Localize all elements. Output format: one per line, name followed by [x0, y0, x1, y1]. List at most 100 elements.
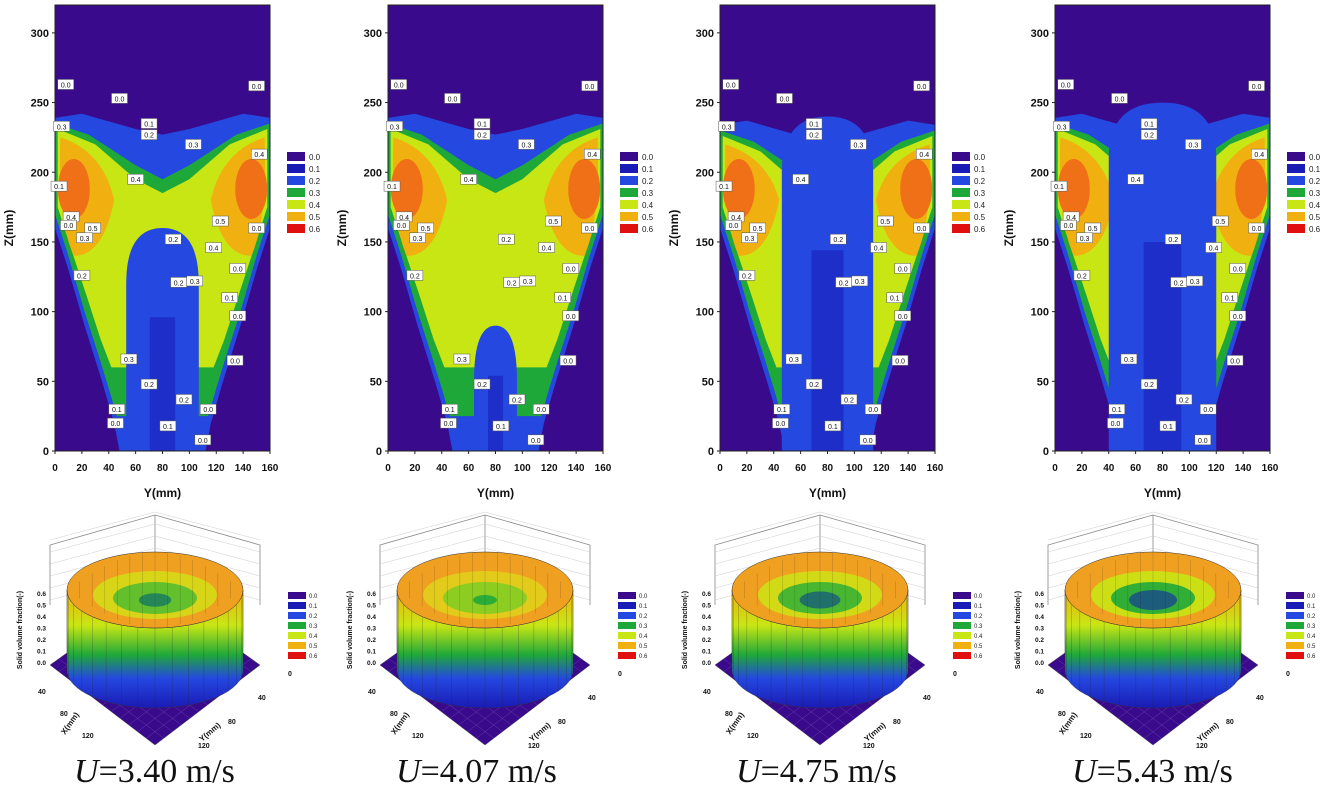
contour-label: 0.3 — [390, 124, 400, 131]
surface-legend-swatch — [618, 642, 636, 649]
contour-label-box — [792, 173, 809, 185]
contour-panel-4: 0 50 100 150 200 250 300 0 20 40 60 80 100 120 140 160 Y… — [1002, 4, 1321, 500]
x-tick-label: 40 — [103, 463, 115, 474]
contour-label: 0.2 — [844, 397, 854, 404]
surface-z-tick: 0.3 — [702, 626, 711, 633]
surface-z-label: Solid volume fraction(-) — [1015, 591, 1022, 669]
y-tick-label: 300 — [31, 28, 49, 40]
legend-swatch — [952, 200, 970, 209]
contour-label-box — [60, 219, 77, 231]
contour-label-box — [1221, 292, 1238, 303]
surface-y-tick: 0 — [618, 671, 622, 678]
x-tick-label: 160 — [927, 463, 944, 474]
contour-label: 0.0 — [917, 226, 927, 233]
legend-label: 0.3 — [642, 189, 654, 198]
contour-label: 0.1 — [112, 407, 122, 414]
legend-label: 0.3 — [1309, 189, 1321, 198]
contour-label: 0.3 — [190, 279, 200, 286]
surface-x-tick: 40 — [703, 689, 711, 696]
legend-label: 0.6 — [1309, 225, 1321, 234]
surface-z-label: Solid volume fraction(-) — [682, 591, 689, 669]
surface-legend-swatch — [1286, 632, 1304, 639]
x-tick-label: 120 — [208, 463, 225, 474]
x-tick-label: 160 — [1262, 463, 1279, 474]
contour-label-box — [581, 80, 598, 92]
surface-legend-swatch — [288, 652, 306, 659]
contour-label-box — [864, 403, 882, 415]
surface-gridline — [484, 511, 591, 541]
contour-label-box — [406, 270, 424, 281]
contour-label: 0.3 — [745, 236, 755, 243]
legend-label: 0.4 — [642, 201, 654, 210]
contour-label-box — [805, 378, 823, 390]
contour-label-box — [1251, 148, 1268, 160]
legend-label: 0.6 — [642, 225, 654, 234]
surface-x-tick: 40 — [1036, 689, 1044, 696]
surface-x-tick: 80 — [1058, 711, 1066, 718]
legend-label: 0.5 — [1309, 213, 1321, 222]
surface-gridline — [154, 523, 261, 553]
contour-label-box — [76, 232, 93, 244]
contour-label-box — [584, 148, 601, 160]
contour-label-box — [718, 121, 735, 132]
contour-label-box — [441, 403, 459, 415]
legend-label: 0.1 — [642, 165, 654, 174]
contour-label: 0.3 — [522, 142, 532, 149]
contour-label-box — [185, 139, 202, 150]
contour-label-box — [1060, 219, 1077, 231]
contour-label-box — [409, 232, 426, 244]
contour-label-box — [527, 434, 545, 446]
contour-label-box — [877, 215, 894, 227]
contour-label-box — [1226, 355, 1244, 366]
contour-label: 0.1 — [1054, 184, 1064, 191]
legend-swatch — [1287, 200, 1305, 209]
surface-z-tick: 0.1 — [1035, 649, 1044, 656]
contour-label-box — [894, 263, 911, 274]
surface-gridline — [819, 535, 926, 565]
contour-label: 0.0 — [394, 82, 404, 89]
surface-y-tick: 40 — [588, 695, 596, 702]
surface-z-tick: 0.2 — [702, 637, 711, 644]
contour-label-box — [1159, 420, 1177, 432]
x-tick-label: 140 — [900, 463, 917, 474]
contour-label: 0.0 — [898, 266, 908, 273]
contour-label: 0.5 — [1215, 219, 1225, 226]
surface-z-tick: 0.2 — [37, 637, 46, 644]
contour-label: 0.5 — [421, 226, 431, 233]
x-tick-label: 40 — [768, 463, 780, 474]
contour-label: 0.2 — [1168, 237, 1178, 244]
surface-legend-swatch — [1286, 612, 1304, 619]
legend-swatch — [952, 224, 970, 233]
contour-label-box — [194, 434, 212, 446]
contour-label: 0.0 — [252, 84, 262, 91]
surface-legend-swatch — [618, 612, 636, 619]
surface-legend-swatch — [953, 602, 971, 609]
contour-label-box — [393, 219, 410, 231]
surface-legend-swatch — [618, 652, 636, 659]
contour-label: 0.0 — [780, 96, 790, 103]
surface-gridline — [484, 535, 591, 565]
contour-label-box — [390, 79, 407, 90]
x-tick-label: 60 — [130, 463, 142, 474]
contour-label-box — [111, 93, 128, 104]
contour-label-box — [473, 378, 491, 390]
surface-legend-label: 0.6 — [1307, 654, 1316, 660]
surface-legend-label: 0.1 — [974, 604, 983, 610]
contour-label-box — [785, 353, 803, 365]
legend-swatch — [620, 152, 638, 161]
contour-label: 0.2 — [1077, 273, 1087, 280]
contour-label-box — [562, 263, 579, 274]
contour-label-box — [830, 233, 847, 245]
contour-label: 0.2 — [144, 382, 154, 389]
contour-label: 0.0 — [233, 266, 243, 273]
y-tick-label: 250 — [364, 98, 382, 110]
contour-label: 0.0 — [230, 358, 240, 365]
contour-core-inner — [149, 317, 176, 451]
x-tick-label: 20 — [741, 463, 753, 474]
contour-label-box — [850, 139, 867, 150]
surface-y-tick: 40 — [258, 695, 266, 702]
contour-label-box — [498, 233, 515, 245]
contour-label-box — [386, 121, 403, 132]
surface-z-tick: 0.2 — [367, 637, 376, 644]
contour-label: 0.3 — [189, 142, 199, 149]
